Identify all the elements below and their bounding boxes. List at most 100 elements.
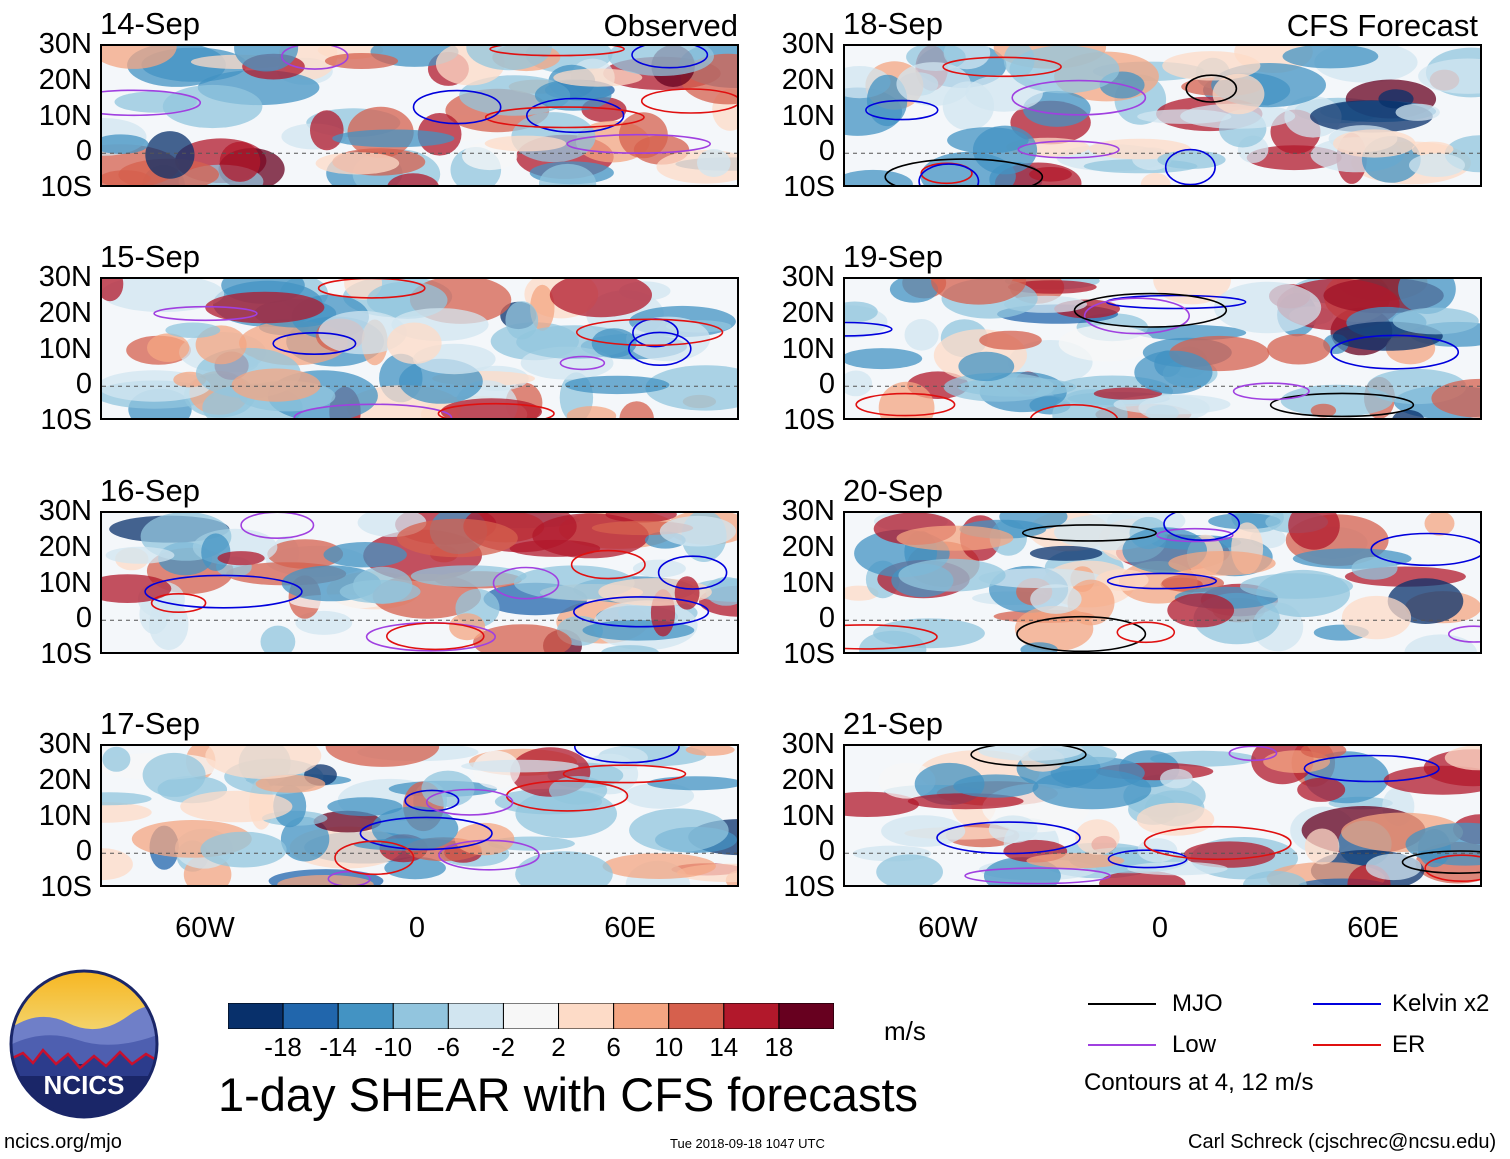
shear-blob <box>1243 870 1307 885</box>
contour-line <box>293 403 453 418</box>
lat-label: 30N <box>781 28 835 60</box>
shear-blob <box>440 398 542 418</box>
lon-label: 60E <box>604 912 656 944</box>
lat-label: 10S <box>783 871 835 903</box>
shear-blob <box>484 135 567 152</box>
shear-blob <box>1026 853 1125 869</box>
shear-blob <box>1153 279 1231 305</box>
contour-line <box>425 788 514 816</box>
shear-blob <box>1240 573 1353 599</box>
shear-blob <box>105 546 175 564</box>
colorbar-swatch <box>558 1002 615 1030</box>
colorbar-tick-label: -6 <box>436 1032 460 1062</box>
shear-blob <box>1333 129 1416 158</box>
legend-line-er <box>1313 1044 1381 1046</box>
lat-label: 0 <box>818 602 835 635</box>
shear-blob <box>142 752 206 797</box>
lat-label: 10S <box>40 404 92 436</box>
contour-line <box>1330 334 1460 370</box>
contour-line <box>1185 74 1238 103</box>
contour-line <box>438 839 540 871</box>
shear-blob <box>147 333 190 362</box>
colorbar-swatch <box>282 1002 339 1030</box>
shear-blob <box>148 598 189 650</box>
ncics-logo: NCICS <box>8 968 160 1120</box>
contour-line <box>936 821 1081 855</box>
colorbar <box>227 1002 835 1030</box>
shear-blob <box>396 518 518 558</box>
contour-line <box>845 321 893 337</box>
lat-label: 0 <box>818 135 835 168</box>
legend-label-low: Low <box>1172 1031 1217 1058</box>
shear-blob <box>601 645 659 652</box>
lat-label: 10S <box>40 871 92 903</box>
contour-line <box>412 89 502 125</box>
shear-blob <box>102 134 149 154</box>
contour-line <box>102 89 202 117</box>
lat-label: 20N <box>38 763 92 796</box>
contour-line <box>150 593 207 614</box>
lat-label: 30N <box>781 495 835 527</box>
shear-blob <box>845 301 878 323</box>
shear-blob <box>315 152 400 175</box>
shear-blob <box>1208 513 1281 530</box>
colorbar-tick-label: 6 <box>606 1032 621 1062</box>
lat-label: 10N <box>38 332 92 365</box>
footer-url[interactable]: ncics.org/mjo <box>4 1131 122 1153</box>
panel-date-forecast-1: 18-Sep <box>843 6 943 41</box>
shear-blob <box>200 831 287 868</box>
lat-label: 0 <box>75 135 92 168</box>
contour-line <box>144 574 303 609</box>
contour-line <box>1232 382 1310 401</box>
shear-blob <box>1160 768 1193 789</box>
lat-label: 30N <box>38 28 92 60</box>
shear-blob <box>1395 103 1440 121</box>
lat-label: 10S <box>783 171 835 203</box>
shear-blob <box>1392 307 1479 335</box>
shear-blob <box>165 322 221 338</box>
shear-blob <box>845 370 873 397</box>
shear-blob <box>461 759 579 773</box>
contour-line <box>570 549 646 580</box>
map-observed-2 <box>100 277 739 420</box>
shear-blob <box>1310 403 1337 418</box>
lat-label: 30N <box>781 728 835 760</box>
lat-label: 20N <box>38 296 92 329</box>
contour-line <box>240 513 315 539</box>
contour-line <box>566 133 712 154</box>
lat-label: 20N <box>38 63 92 96</box>
contour-line <box>1106 572 1218 590</box>
lat-label: 10N <box>38 566 92 599</box>
contour-line <box>489 46 625 57</box>
shear-blob <box>217 551 265 566</box>
colorbar-tick-label: 2 <box>551 1032 566 1062</box>
shear-blob <box>539 163 597 185</box>
shear-blob <box>629 808 729 852</box>
lat-label: 10N <box>781 799 835 832</box>
shear-blob <box>978 568 1103 589</box>
shear-blob <box>674 576 700 610</box>
shear-blob <box>1137 109 1232 124</box>
shear-blob <box>1297 777 1346 802</box>
contour-line <box>526 97 625 134</box>
contour-line <box>970 746 1087 767</box>
contour-line <box>327 870 371 885</box>
contour-line <box>1016 615 1147 652</box>
contour-line <box>918 163 980 185</box>
lat-label: 30N <box>38 495 92 527</box>
shear-blob <box>1136 802 1215 836</box>
shear-blob <box>234 46 299 72</box>
shear-blob <box>896 525 1014 551</box>
shear-blob <box>549 776 608 805</box>
shear-blob <box>180 790 293 823</box>
shear-blob <box>947 127 1029 154</box>
contour-line <box>1370 532 1480 567</box>
colorbar-swatch <box>778 1002 835 1030</box>
panel-date-observed-1: 14-Sep <box>100 6 200 41</box>
contour-line <box>964 867 1111 885</box>
shear-blob <box>323 542 407 568</box>
logo-text: NCICS <box>44 1070 125 1100</box>
colorbar-tick-label: 18 <box>764 1032 794 1062</box>
colorbar-tick-label: -10 <box>374 1032 413 1062</box>
contour-line <box>334 840 415 876</box>
